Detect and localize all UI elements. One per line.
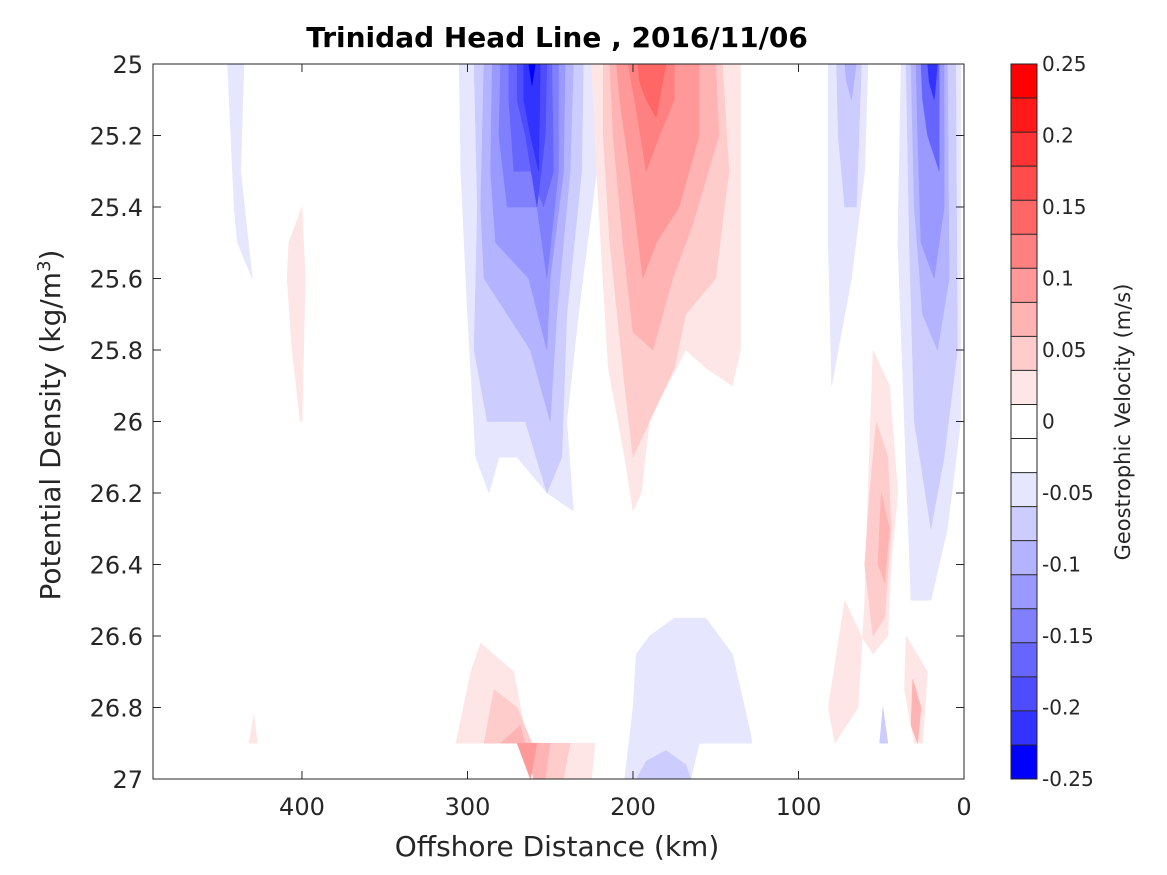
contour-regions bbox=[227, 63, 961, 780]
colorbar-swatch bbox=[1011, 268, 1037, 303]
colorbar-swatch bbox=[1011, 642, 1037, 678]
colorbar-swatch bbox=[1011, 438, 1037, 473]
colorbar-swatch bbox=[1011, 404, 1037, 439]
colorbar-swatch bbox=[1011, 472, 1037, 507]
y-tick-label: 27 bbox=[112, 766, 143, 794]
y-axis-title-close: ) bbox=[34, 250, 67, 261]
y-tick-label: 26.4 bbox=[90, 552, 143, 580]
y-tick-label: 25.4 bbox=[90, 194, 143, 222]
contour-deep-negative-1 bbox=[624, 617, 753, 780]
colorbar-swatch bbox=[1011, 744, 1037, 780]
colorbar-swatch bbox=[1011, 608, 1037, 644]
x-axis-title: Offshore Distance (km) bbox=[395, 830, 720, 863]
colorbar-swatch bbox=[1011, 370, 1037, 405]
y-tick-label: 25.8 bbox=[90, 337, 143, 365]
contour-coastal-positive-3 bbox=[877, 492, 890, 583]
y-axis-title-superscript: 3 bbox=[34, 260, 55, 271]
plot-frame bbox=[152, 63, 965, 780]
colorbar-swatch bbox=[1011, 234, 1037, 269]
y-tick-label: 25.2 bbox=[90, 123, 143, 151]
y-tick-labels: 25 25.2 25.4 25.6 25.8 26 26.2 26.4 26.6 26.8 27 bbox=[90, 51, 143, 794]
colorbar-swatch bbox=[1011, 676, 1037, 712]
colorbar-tick-label: 0.1 bbox=[1042, 267, 1074, 291]
colorbar-tick-label: -0.2 bbox=[1042, 696, 1081, 720]
plot-area bbox=[152, 63, 965, 780]
x-tick-label: 200 bbox=[610, 793, 656, 821]
contour-nearshore-negative-speck bbox=[879, 707, 889, 744]
contour-nearshore-positive-2 bbox=[910, 678, 922, 744]
contour-west-speck bbox=[248, 714, 258, 744]
colorbar-swatch bbox=[1011, 132, 1037, 167]
colorbar-swatch bbox=[1011, 506, 1037, 541]
contour-middle-jet-4 bbox=[616, 63, 700, 279]
colorbar-tick-label: 0.05 bbox=[1042, 338, 1087, 362]
colorbar-swatch bbox=[1011, 710, 1037, 746]
x-tick-label: 400 bbox=[279, 793, 325, 821]
y-tick-label: 25 bbox=[112, 51, 143, 79]
colorbar-tick-labels: 0.25 0.2 0.15 0.1 0.05 0 -0.05 -0.1 -0.15 -0.2 -0.… bbox=[1042, 52, 1094, 791]
y-tick-label: 25.6 bbox=[90, 266, 143, 294]
colorbar-swatch bbox=[1011, 98, 1037, 133]
colorbar-swatches bbox=[1011, 64, 1037, 780]
y-tick-label: 26 bbox=[112, 409, 143, 437]
y-tick-label: 26.6 bbox=[90, 623, 143, 651]
y-axis-title: Potential Density (kg/m3) bbox=[34, 250, 67, 601]
x-tick-label: 0 bbox=[956, 793, 971, 821]
colorbar-tick-label: 0 bbox=[1042, 410, 1055, 434]
colorbar-swatch bbox=[1011, 166, 1037, 201]
y-axis-title-main: Potential Density (kg/m bbox=[34, 272, 67, 601]
colorbar-tick-label: -0.05 bbox=[1042, 481, 1094, 505]
colorbar-tick-label: 0.25 bbox=[1042, 52, 1087, 76]
colorbar-title: Geostrophic Velocity (m/s) bbox=[1111, 284, 1135, 561]
contour-west-weak-positive bbox=[286, 206, 306, 422]
colorbar-tick-label: -0.15 bbox=[1042, 624, 1094, 648]
colorbar-swatch bbox=[1011, 200, 1037, 235]
colorbar-frame bbox=[1010, 63, 1038, 780]
colorbar-swatch bbox=[1011, 574, 1037, 610]
colorbar-tick-label: -0.1 bbox=[1042, 553, 1081, 577]
chart-title: Trinidad Head Line , 2016/11/06 bbox=[306, 21, 808, 54]
colorbar: 0.25 0.2 0.15 0.1 0.05 0 -0.05 -0.1 -0.15 -0.2 -0.… bbox=[1010, 52, 1094, 791]
colorbar-tick-label: -0.25 bbox=[1042, 767, 1094, 791]
y-tick-label: 26.8 bbox=[90, 695, 143, 723]
colorbar-tick-label: 0.15 bbox=[1042, 195, 1087, 219]
colorbar-swatch bbox=[1011, 540, 1037, 576]
colorbar-swatch bbox=[1011, 302, 1037, 337]
x-tick-label: 300 bbox=[445, 793, 491, 821]
x-tick-labels: 400 300 200 100 0 bbox=[279, 793, 972, 821]
colorbar-tick-label: 0.2 bbox=[1042, 124, 1074, 148]
y-tick-label: 26.2 bbox=[90, 480, 143, 508]
x-tick-label: 100 bbox=[776, 793, 822, 821]
colorbar-swatch bbox=[1011, 336, 1037, 371]
colorbar-swatch bbox=[1011, 64, 1037, 99]
